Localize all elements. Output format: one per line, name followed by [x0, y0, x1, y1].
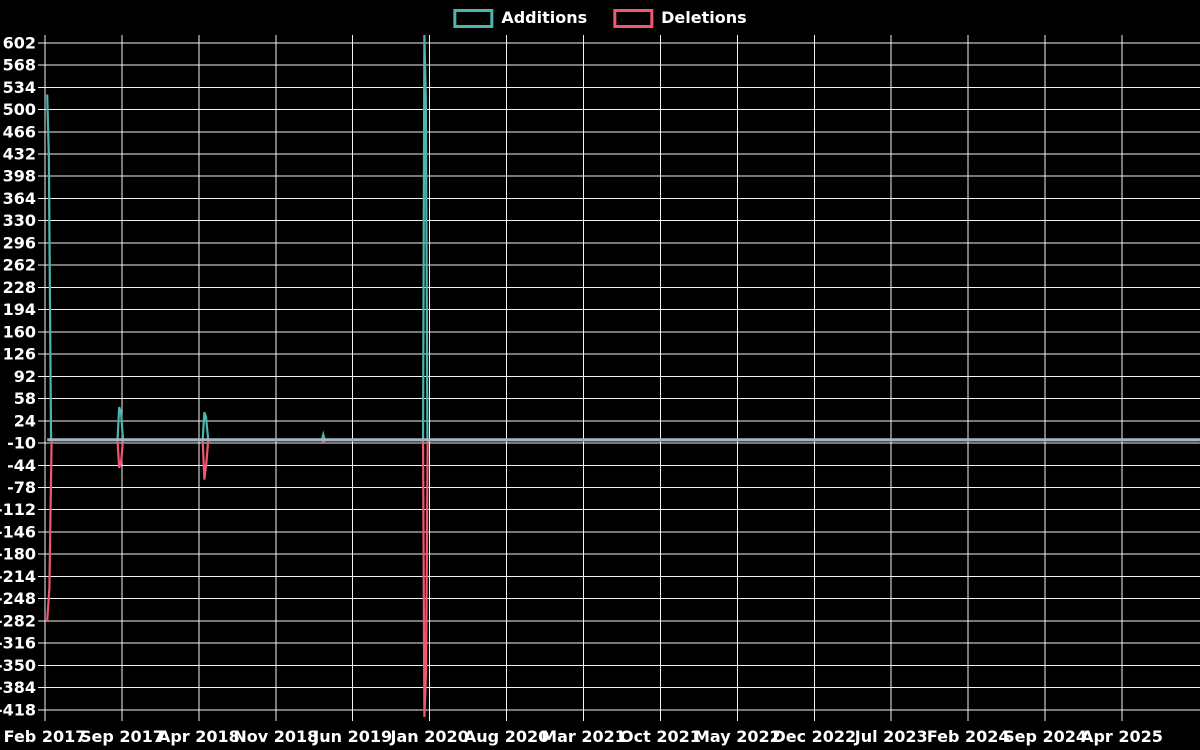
- x-tick-label: Apr 2025: [1081, 727, 1163, 746]
- y-tick-label: 160: [3, 322, 36, 341]
- y-tick-label: 296: [3, 233, 36, 252]
- y-tick-label: -44: [7, 456, 36, 475]
- x-tick-label: Sep 2024: [1003, 727, 1087, 746]
- deletions-line: [46, 439, 1199, 718]
- legend-label: Deletions: [661, 8, 747, 27]
- x-tick-label: Oct 2021: [620, 727, 701, 746]
- x-tick-label: Dec 2022: [772, 727, 856, 746]
- y-tick-label: 398: [3, 167, 36, 186]
- legend: Additions Deletions: [453, 8, 747, 28]
- y-tick-label: -146: [0, 522, 36, 541]
- additions-line: [46, 34, 1199, 441]
- y-tick-label: -10: [7, 434, 36, 453]
- legend-label: Additions: [501, 8, 588, 27]
- y-tick-label: 500: [3, 100, 36, 119]
- y-tick-label: 534: [3, 78, 36, 97]
- x-tick-label: Nov 2018: [233, 727, 318, 746]
- y-tick-label: -180: [0, 545, 36, 564]
- x-tick-label: Sep 2017: [80, 727, 164, 746]
- y-tick-label: -78: [7, 478, 36, 497]
- y-tick-label: -112: [0, 500, 36, 519]
- x-tick-label: Jun 2019: [312, 727, 392, 746]
- y-tick-label: -316: [0, 634, 36, 653]
- y-tick-label: -384: [0, 678, 36, 697]
- x-tick-label: Jan 2020: [390, 727, 469, 746]
- y-tick-label: 92: [14, 367, 36, 386]
- y-tick-label: -282: [0, 611, 36, 630]
- legend-item-deletions: Deletions: [613, 8, 747, 28]
- y-tick-label: 432: [3, 145, 36, 164]
- y-tick-label: 262: [3, 256, 36, 275]
- y-tick-label: 24: [14, 411, 36, 430]
- y-tick-label: 58: [14, 389, 36, 408]
- y-tick-label: -248: [0, 589, 36, 608]
- x-tick-label: Apr 2018: [158, 727, 240, 746]
- x-tick-label: Mar 2021: [541, 727, 626, 746]
- additions-swatch-icon: [453, 8, 494, 28]
- y-tick-label: -418: [0, 700, 36, 719]
- y-tick-label: 194: [3, 300, 36, 319]
- y-tick-label: 568: [3, 56, 36, 75]
- x-tick-label: Feb 2024: [927, 727, 1010, 746]
- y-tick-label: 330: [3, 211, 36, 230]
- y-tick-label: -350: [0, 656, 36, 675]
- y-tick-label: 126: [3, 345, 36, 364]
- deletions-swatch-icon: [613, 8, 654, 28]
- y-tick-label: 466: [3, 122, 36, 141]
- y-tick-label: -214: [0, 567, 36, 586]
- y-tick-label: 364: [3, 189, 36, 208]
- x-tick-label: Aug 2020: [464, 727, 549, 746]
- grid: [38, 35, 1200, 721]
- x-tick-label: May 2022: [694, 727, 781, 746]
- legend-item-additions: Additions: [453, 8, 587, 28]
- y-tick-label: 228: [3, 278, 36, 297]
- x-tick-label: Jul 2023: [854, 727, 928, 746]
- x-tick-label: Feb 2017: [4, 727, 87, 746]
- y-tick-label: 602: [3, 33, 36, 52]
